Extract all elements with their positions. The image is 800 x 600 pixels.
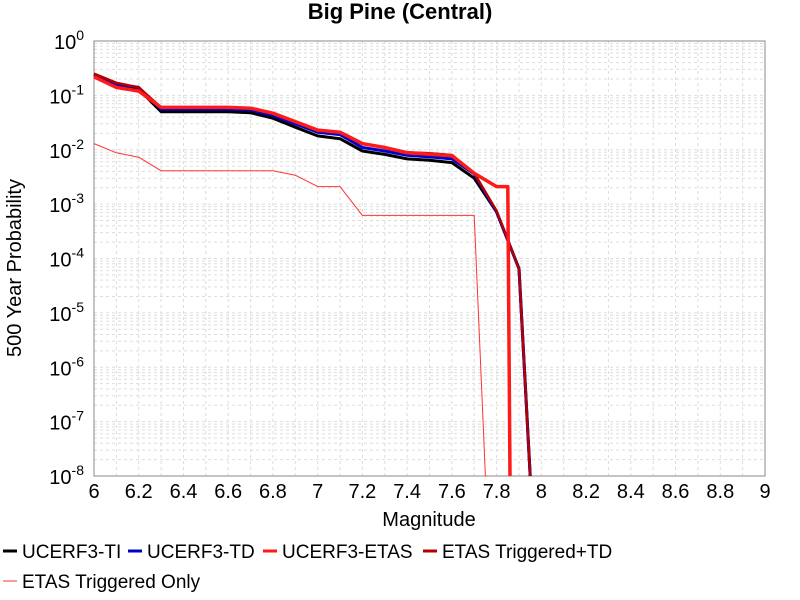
legend-label-0: UCERF3-TI — [22, 542, 121, 563]
y-tick-label: 10-7 — [49, 408, 84, 435]
x-tick-label: 8 — [536, 481, 547, 503]
y-tick-label: 10-5 — [49, 299, 84, 326]
y-tick-label: 10-3 — [49, 190, 84, 217]
plot-area — [93, 40, 766, 477]
y-tick-label: 10-8 — [49, 462, 84, 489]
y-tick-label: 10-2 — [49, 136, 84, 163]
x-tick-label: 6.8 — [259, 481, 287, 503]
y-tick-label: 100 — [54, 27, 84, 54]
x-tick-label: 7.4 — [393, 481, 421, 503]
legend-label-4: ETAS Triggered Only — [22, 572, 201, 593]
x-tick-label: 7.8 — [483, 481, 511, 503]
x-axis-ticks: 6 6.2 6.4 6.6 6.8 7 7.2 7.4 7.6 7.8 8 8.2 8.4 8.6 8.8 9 — [88, 481, 770, 503]
series-line-2 — [93, 75, 512, 477]
y-axis-ticks: 100 10-1 10-2 10-3 10-4 10-5 10-6 10-7 10-8 — [49, 27, 84, 489]
x-tick-label: 9 — [759, 481, 770, 503]
series-line-4 — [93, 143, 488, 477]
x-tick-label: 8.8 — [706, 481, 734, 503]
legend-label-1: UCERF3-TD — [147, 542, 255, 563]
x-tick-label: 6.6 — [214, 481, 242, 503]
x-tick-label: 6.2 — [125, 481, 153, 503]
x-tick-label: 6.4 — [170, 481, 198, 503]
x-tick-label: 7.6 — [438, 481, 466, 503]
series-line-0 — [93, 73, 532, 477]
x-tick-label: 8.6 — [662, 481, 690, 503]
grid — [93, 41, 766, 477]
x-tick-label: 7.2 — [348, 481, 376, 503]
x-tick-label: 6 — [88, 481, 99, 503]
x-axis-label: Magnitude — [382, 509, 475, 531]
series-group — [93, 72, 532, 477]
x-tick-label: 7 — [312, 481, 323, 503]
legend: UCERF3-TI UCERF3-TD UCERF3-ETAS ETAS Trigge… — [3, 542, 612, 593]
y-tick-label: 10-1 — [49, 81, 84, 108]
y-axis-label: 500 Year Probability — [4, 179, 26, 357]
legend-label-3: ETAS Triggered+TD — [442, 542, 612, 563]
legend-label-2: UCERF3-ETAS — [282, 542, 413, 563]
chart-title: Big Pine (Central) — [308, 0, 493, 24]
x-tick-label: 8.2 — [572, 481, 600, 503]
y-tick-label: 10-6 — [49, 353, 84, 380]
x-tick-label: 8.4 — [617, 481, 645, 503]
y-tick-label: 10-4 — [49, 245, 84, 272]
